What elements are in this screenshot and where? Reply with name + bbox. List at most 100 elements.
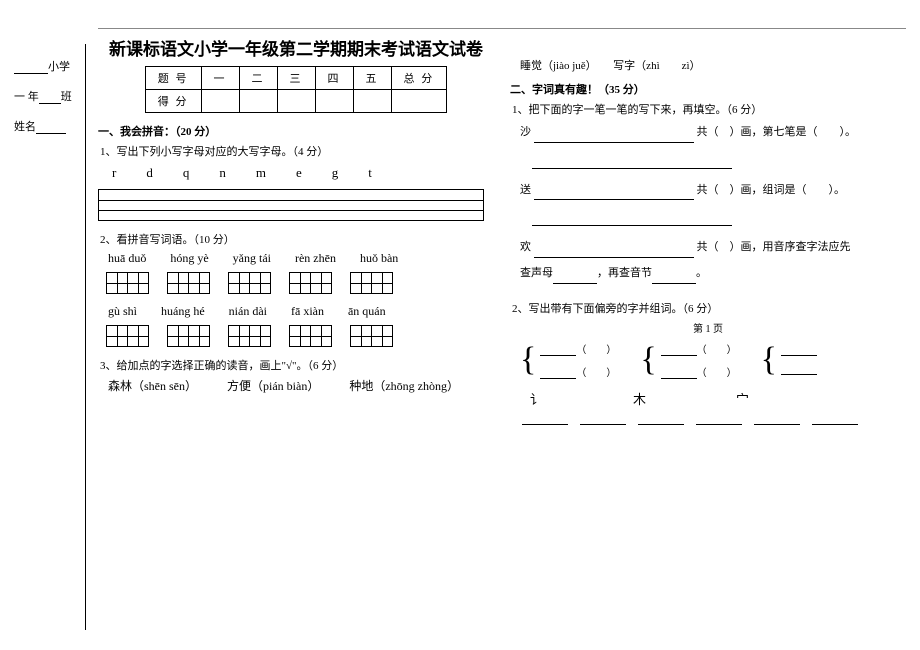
pinyin: huáng hé [161,304,205,319]
char-label: 欢 [520,241,531,253]
char-subtext: ，再查音节 [597,267,652,279]
letter: n [219,165,226,181]
th-col: 五 [353,67,391,90]
question-text: 2、写出带有下面偏旁的字并组词。（6 分） [512,300,906,316]
radical: 讠 [530,389,543,408]
th-col: 一 [201,67,239,90]
char-subtext: 。 [696,267,707,279]
table-row: 题 号 一 二 三 四 五 总 分 [145,67,447,90]
brace-item: { [761,345,817,375]
th-label: 题 号 [145,67,201,90]
exam-title: 新课标语文小学一年级第二学期期末考试语文试卷 [98,35,494,60]
pinyin: fā xiàn [291,304,324,319]
td-blank [391,90,447,113]
letter: g [332,165,339,181]
td-blank [277,90,315,113]
choice-item: 方便（pián biàn） [227,377,319,394]
pinyin-row: gù shì huáng hé nián dài fā xiàn ān quán [108,304,494,319]
brace-content: （ ） （ ） [661,341,737,379]
writing-grid [98,189,484,221]
brace-item: { （ ） （ ） [640,341,736,379]
th-col: 三 [277,67,315,90]
brace-content: （ ） （ ） [540,341,616,379]
pinyin: yǎng tái [233,251,271,266]
choice-item: 森林（shēn sēn） [108,377,197,394]
name-label: 姓名 [14,121,36,133]
small-blanks-row [522,414,906,425]
name-line: 姓名 [14,118,77,134]
td-blank [201,90,239,113]
tian-pair [350,272,393,294]
th-col: 四 [315,67,353,90]
radical-row: 讠 木 宀 [530,389,906,408]
th-total: 总 分 [391,67,447,90]
pinyin: gù shì [108,304,137,319]
char-tail: 共（ ）画，组词是（ ）。 [697,184,846,196]
pinyin-row: huā duǒ hóng yè yǎng tái rèn zhēn huǒ bà… [108,251,494,266]
th-col: 二 [239,67,277,90]
brace-icon: { [640,345,656,375]
char-line: 欢 共（ ）画，用音序查字法应先 [520,238,906,258]
question-text: 1、写出下列小写字母对应的大写字母。（4 分） [100,143,494,159]
tian-pair [289,325,332,347]
pinyin: huǒ bàn [360,251,398,266]
tian-grid-row [106,325,494,347]
pinyin: huā duǒ [108,251,146,266]
tian-pair [106,272,149,294]
right-column: 睡觉（jiào juě） 写字（zhì zì） 二、字词真有趣！（35 分） 1… [510,33,906,636]
school-line: 小学 [14,58,77,74]
question-text: 3、给加点的字选择正确的读音，画上"√"。（6 分） [100,357,494,373]
char-subtext: 查声母 [520,267,553,279]
left-column: 新课标语文小学一年级第二学期期末考试语文试卷 题 号 一 二 三 四 五 总 分… [98,33,494,636]
question-text: 2、看拼音写词语。（10 分） [100,231,494,247]
radical: 木 [633,389,646,408]
brace-content [781,345,817,375]
letter: t [368,165,372,181]
binding-column: 小学 一 年 班 姓名 [14,44,86,630]
pinyin: ān quán [348,304,386,319]
letter: d [146,165,153,181]
tian-pair [228,325,271,347]
choice-row: 森林（shēn sēn） 方便（pián biàn） 种地（zhōng zhòn… [108,377,494,394]
brace-row: { （ ） （ ） { （ ） （ ） { [520,341,906,379]
section-heading: 一、我会拼音：（20 分） [98,123,494,139]
right-top-line: 睡觉（jiào juě） 写字（zhì zì） [520,57,906,73]
content: 新课标语文小学一年级第二学期期末考试语文试卷 题 号 一 二 三 四 五 总 分… [98,28,906,636]
char-label: 送 [520,184,531,196]
score-table: 题 号 一 二 三 四 五 总 分 得 分 [145,66,448,113]
letter: m [256,165,266,181]
td-blank [353,90,391,113]
tian-pair [289,272,332,294]
tian-grid-row [106,272,494,294]
brace-icon: { [761,345,777,375]
question-text: 1、把下面的字一笔一笔的写下来，再填空。（6 分） [512,101,906,117]
td-blank [315,90,353,113]
table-row: 得 分 [145,90,447,113]
pinyin: hóng yè [170,251,208,266]
blank-line [520,149,906,169]
pinyin: rèn zhēn [295,251,336,266]
tian-pair [228,272,271,294]
blank-line [520,206,906,226]
grade-prefix: 一 年 [14,91,39,103]
char-tail: 共（ ）画，用音序查字法应先 [697,241,851,253]
radical: 宀 [736,389,749,408]
tian-pair [350,325,393,347]
letter: q [183,165,190,181]
choice-item: 种地（zhōng zhòng） [349,377,459,394]
grade-line: 一 年班 [14,88,77,104]
pinyin: nián dài [229,304,267,319]
grade-suffix: 班 [61,91,72,103]
td-blank [239,90,277,113]
char-tail: 共（ ）画，第七笔是（ ）。 [697,126,857,138]
letter: r [112,165,116,181]
char-line: 沙 共（ ）画，第七笔是（ ）。 [520,123,906,143]
page-number: 第 1 页 [510,320,906,335]
tian-pair [106,325,149,347]
tian-pair [167,325,210,347]
td-label: 得 分 [145,90,201,113]
char-line: 送 共（ ）画，组词是（ ）。 [520,181,906,201]
brace-item: { （ ） （ ） [520,341,616,379]
tian-pair [167,272,210,294]
section-heading: 二、字词真有趣！（35 分） [510,81,906,97]
